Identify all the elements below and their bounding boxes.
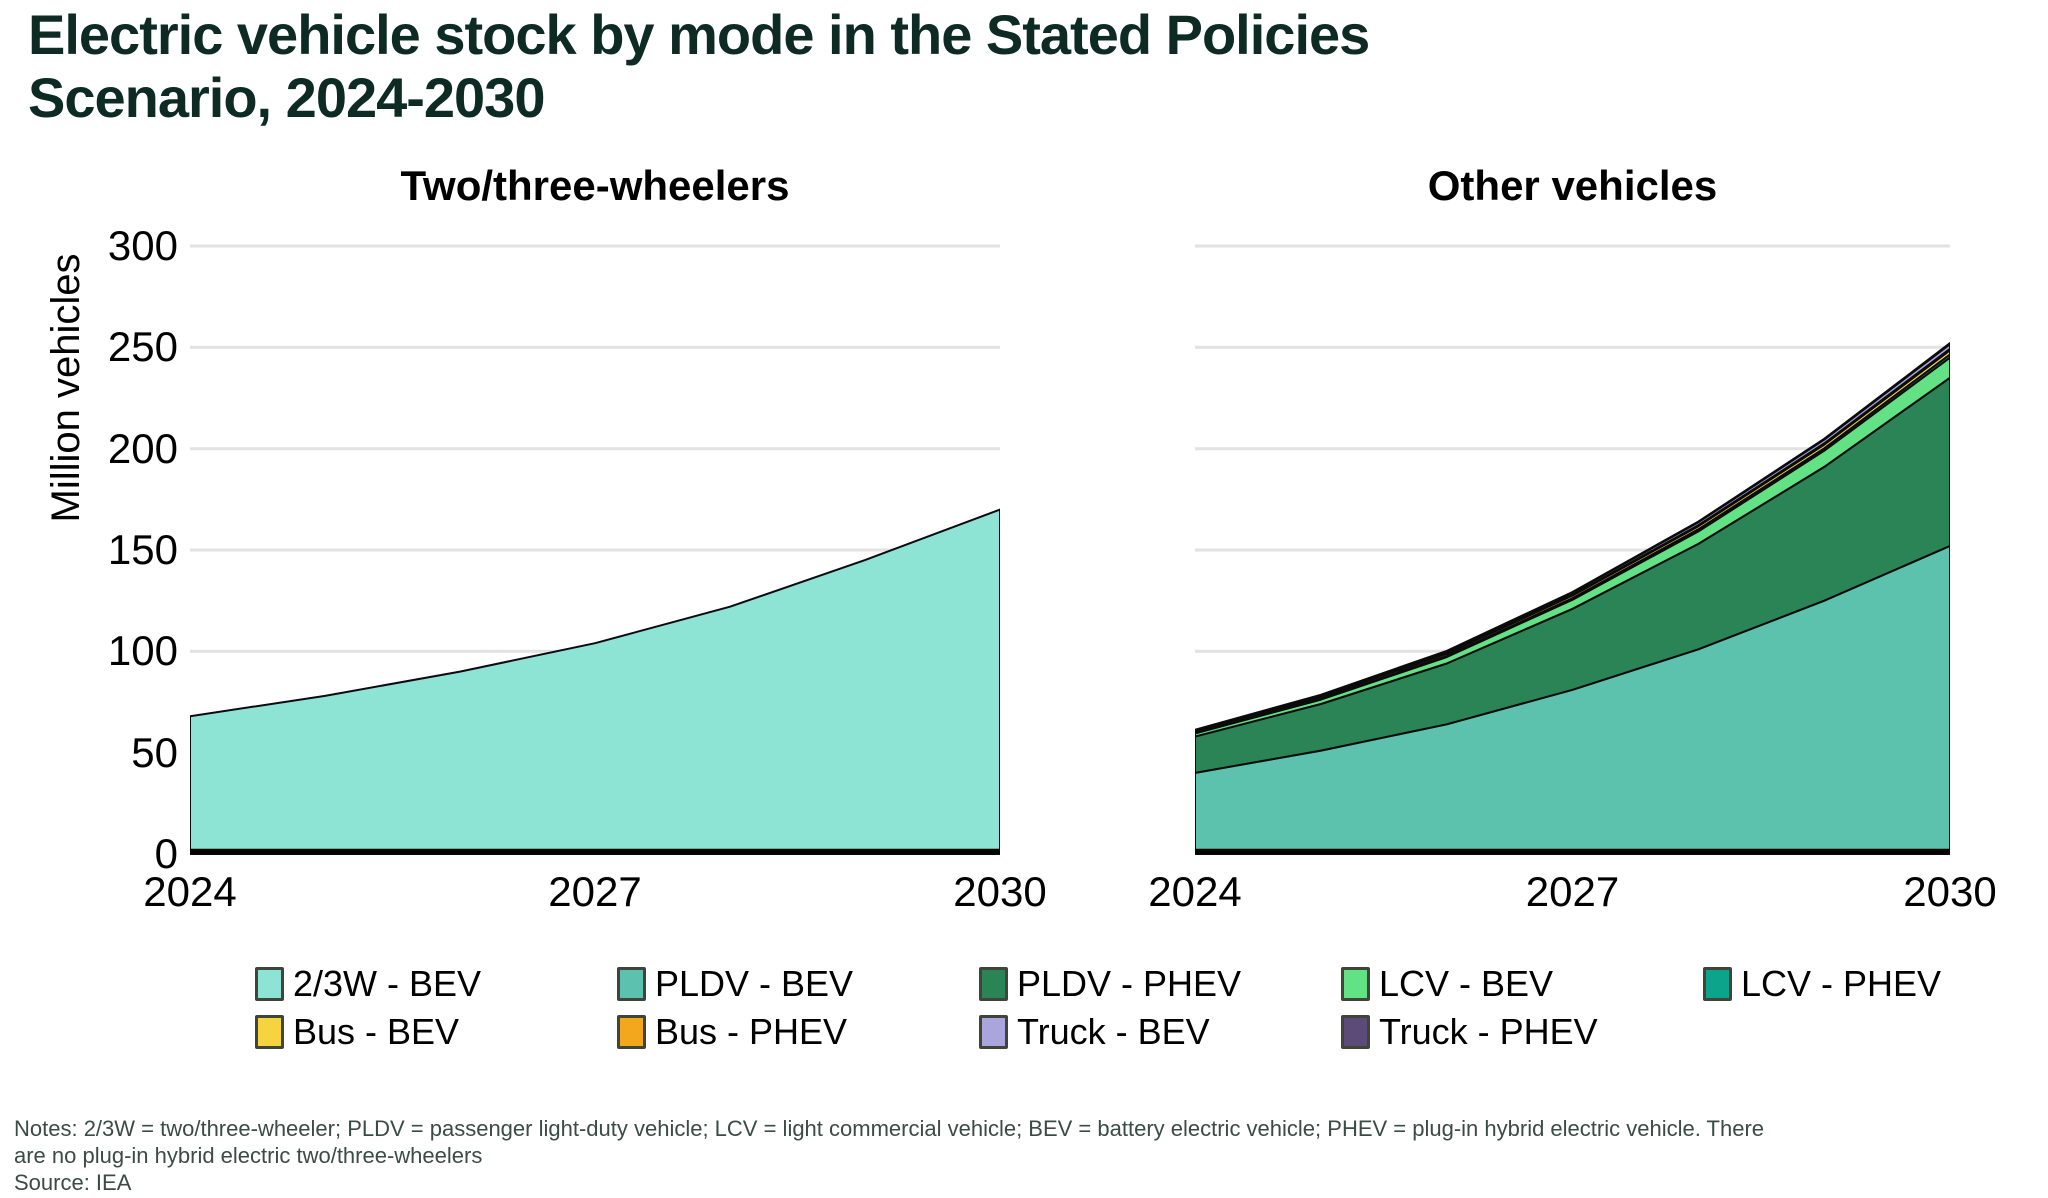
page-title-line2: Scenario, 2024-2030 xyxy=(28,65,545,129)
notes-text: Notes: 2/3W = two/three-wheeler; PLDV = … xyxy=(14,1116,1765,1168)
legend-swatch xyxy=(979,1015,1008,1049)
legend-item-bus-phev: Bus - PHEV xyxy=(617,1010,847,1054)
legend-item-pldv-bev: PLDV - BEV xyxy=(617,962,853,1006)
chart-subtitle-left: Two/three-wheelers xyxy=(400,162,790,209)
legend-label: 2/3W - BEV xyxy=(293,963,482,1004)
legend: 2/3W - BEV PLDV - BEV PLDV - PHEV LCV - BEV… xyxy=(255,962,2015,1062)
x-tick-label: 2024 xyxy=(1148,868,1242,915)
chart-panel-two-three-wheelers: Two/three-wheelers 2024 2027 2030 xyxy=(143,156,1046,926)
legend-label: Truck - BEV xyxy=(1017,1011,1210,1052)
legend-swatch xyxy=(979,967,1008,1001)
area-chart-two-three-wheelers xyxy=(190,244,1000,855)
x-tick-label: 2024 xyxy=(143,868,237,915)
legend-label: LCV - BEV xyxy=(1379,963,1554,1004)
legend-swatch xyxy=(617,967,646,1001)
legend-item-2-3w-bev: 2/3W - BEV xyxy=(255,962,481,1006)
x-tick-label: 2030 xyxy=(953,868,1047,915)
area-chart-other-vehicles xyxy=(1195,244,1950,855)
y-tick-label: 0 xyxy=(154,830,178,877)
y-tick-label: 300 xyxy=(107,222,178,269)
y-tick-label: 50 xyxy=(131,728,178,776)
y-tick-label: 100 xyxy=(107,627,178,675)
chart-panel-other-vehicles: Other vehicles 2024 2027 2030 xyxy=(1148,156,1996,926)
area-Truck-PHEV xyxy=(1195,342,1950,731)
x-axis-ticks-left: 2024 2027 2030 xyxy=(143,868,1046,918)
legend-swatch xyxy=(255,1015,284,1049)
legend-label: Truck - PHEV xyxy=(1379,1011,1598,1052)
x-axis-ticks-right: 2024 2027 2030 xyxy=(1148,868,1996,918)
legend-swatch xyxy=(255,967,284,1001)
chart-subtitle-right: Other vehicles xyxy=(1427,162,1718,209)
x-tick-label: 2027 xyxy=(1525,868,1620,915)
legend-label: Bus - BEV xyxy=(293,1011,460,1052)
footer: Notes: 2/3W = two/three-wheeler; PLDV = … xyxy=(14,1116,1774,1196)
y-tick-label: 200 xyxy=(107,424,178,472)
legend-label: PLDV - PHEV xyxy=(1017,963,1242,1004)
area-2/3W-BEV xyxy=(190,508,1000,855)
page-title-line1: Electric vehicle stock by mode in the St… xyxy=(28,3,1370,66)
x-tick-label: 2027 xyxy=(548,868,642,915)
legend-swatch xyxy=(1341,967,1370,1001)
y-tick-label: 150 xyxy=(107,526,178,573)
legend-item-lcv-phev: LCV - PHEV xyxy=(1703,962,1941,1006)
legend-label: PLDV - BEV xyxy=(655,963,854,1004)
legend-label: Bus - PHEV xyxy=(655,1011,848,1052)
page-title: Electric vehicle stock by mode in the St… xyxy=(28,3,1628,129)
legend-swatch xyxy=(1703,967,1732,1001)
legend-label: LCV - PHEV xyxy=(1741,963,1942,1004)
y-axis-ticks: 0 50 100 150 200 250 300 xyxy=(60,0,178,900)
legend-swatch xyxy=(1341,1015,1370,1049)
legend-item-pldv-phev: PLDV - PHEV xyxy=(979,962,1241,1006)
legend-item-bus-bev: Bus - BEV xyxy=(255,1010,459,1054)
legend-item-truck-bev: Truck - BEV xyxy=(979,1010,1210,1054)
legend-swatch xyxy=(617,1015,646,1049)
x-tick-label: 2030 xyxy=(1903,868,1997,915)
source-text: Source: IEA xyxy=(14,1169,132,1195)
legend-item-lcv-bev: LCV - BEV xyxy=(1341,962,1553,1006)
y-tick-label: 250 xyxy=(107,323,178,371)
legend-item-truck-phev: Truck - PHEV xyxy=(1341,1010,1598,1054)
